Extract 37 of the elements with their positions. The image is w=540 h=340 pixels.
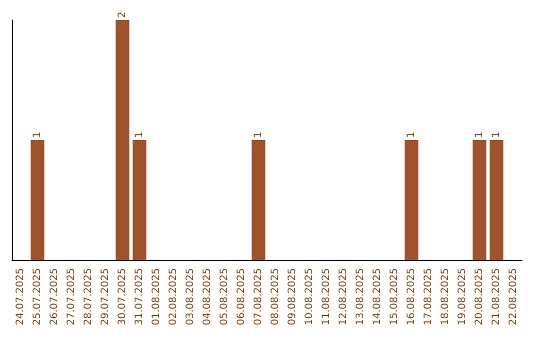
x-tick-label: 19.08.2025 xyxy=(457,268,468,326)
x-tick-label: 11.08.2025 xyxy=(321,268,332,326)
x-tick-label: 16.08.2025 xyxy=(406,268,417,326)
x-tick-label: 26.07.2025 xyxy=(49,268,60,326)
x-tick-label: 25.07.2025 xyxy=(32,268,43,326)
data-label: 1 xyxy=(32,132,43,138)
x-tick-label: 28.07.2025 xyxy=(83,268,94,326)
x-tick-label: 12.08.2025 xyxy=(338,268,349,326)
x-tick-label: 22.08.2025 xyxy=(508,268,519,326)
x-tick-label: 07.08.2025 xyxy=(253,268,264,326)
x-tick-label: 18.08.2025 xyxy=(440,268,451,326)
x-tick-label: 20.08.2025 xyxy=(474,268,485,326)
x-tick-label: 27.07.2025 xyxy=(66,268,77,326)
x-tick-label: 05.08.2025 xyxy=(219,268,230,326)
data-label: 2 xyxy=(117,12,128,18)
x-tick-label: 02.08.2025 xyxy=(168,268,179,326)
x-tick-label: 10.08.2025 xyxy=(304,268,315,326)
x-tick-label: 04.08.2025 xyxy=(202,268,213,326)
x-tick-label: 06.08.2025 xyxy=(236,268,247,326)
x-tick-label: 17.08.2025 xyxy=(423,268,434,326)
x-tick-label: 30.07.2025 xyxy=(117,268,128,326)
x-tick-label: 03.08.2025 xyxy=(185,268,196,326)
x-tick-label: 14.08.2025 xyxy=(372,268,383,326)
data-label: 1 xyxy=(253,132,264,138)
x-tick-label: 08.08.2025 xyxy=(270,268,281,326)
x-tick-label: 29.07.2025 xyxy=(100,268,111,326)
x-tick-label: 24.07.2025 xyxy=(15,268,26,326)
x-tick-label: 13.08.2025 xyxy=(355,268,366,326)
x-tick-label: 01.08.2025 xyxy=(151,268,162,326)
data-label: 1 xyxy=(406,132,417,138)
x-tick-label: 21.08.2025 xyxy=(491,268,502,326)
x-tick-label: 09.08.2025 xyxy=(287,268,298,326)
data-label: 1 xyxy=(474,132,485,138)
data-label: 1 xyxy=(134,132,145,138)
x-tick-label: 31.07.2025 xyxy=(134,268,145,326)
x-tick-label: 15.08.2025 xyxy=(389,268,400,326)
data-label: 1 xyxy=(491,132,502,138)
